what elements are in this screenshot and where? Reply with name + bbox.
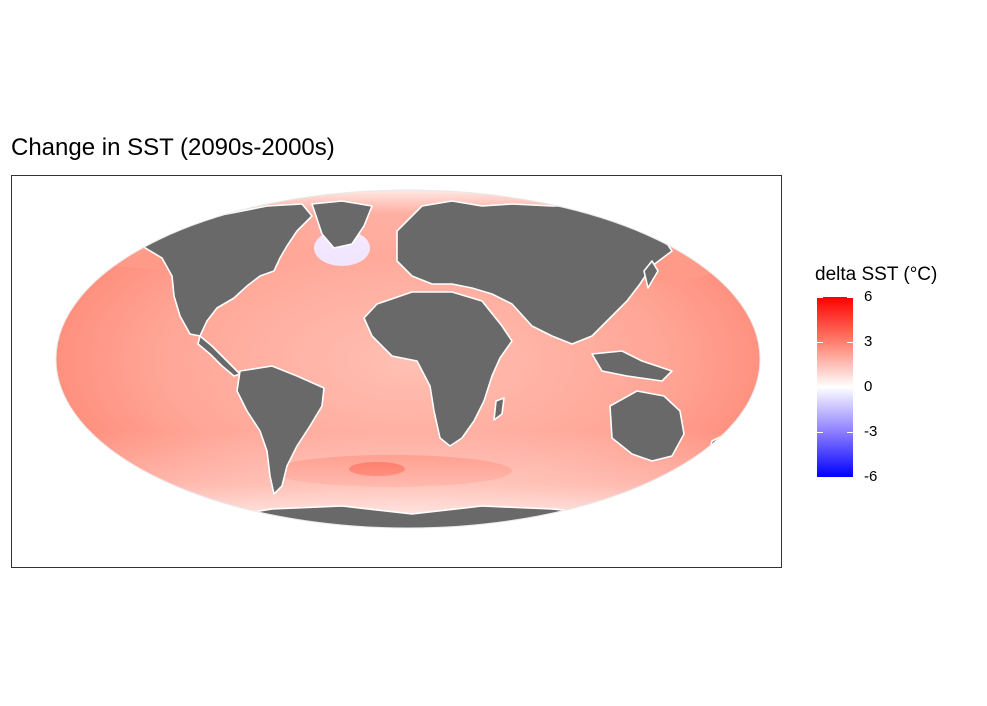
map-panel: [11, 175, 782, 568]
australia-landmass: [609, 390, 685, 462]
legend-tick-left: [817, 387, 823, 388]
legend: delta SST (°C) 6 3 0 -3 -6: [815, 263, 975, 493]
map-outline: [55, 189, 761, 529]
legend-tick-label: 0: [864, 378, 873, 395]
legend-tick-label: 3: [864, 333, 873, 350]
legend-tick-label: -3: [864, 423, 878, 440]
antarctica-landmass: [191, 505, 663, 528]
legend-title: delta SST (°C): [815, 264, 938, 285]
madagascar-landmass: [493, 397, 505, 421]
legend-tick-right: [847, 477, 853, 478]
legend-tick-left: [817, 297, 823, 298]
eurasia-landmass: [396, 200, 673, 345]
legend-tick-right: [847, 387, 853, 388]
japan-landmass: [643, 260, 659, 289]
legend-tick-label: 6: [864, 288, 873, 305]
legend-tick-label: -6: [864, 468, 878, 485]
legend-tick-left: [817, 432, 823, 433]
southeast-asia-islands: [591, 350, 673, 382]
legend-tick-left: [817, 477, 823, 478]
africa-landmass: [363, 291, 513, 447]
legend-tick-right: [847, 432, 853, 433]
plot-title: Change in SST (2090s-2000s): [11, 134, 335, 161]
legend-tick-right: [847, 342, 853, 343]
central-america-landmass: [197, 335, 241, 377]
greenland-landmass: [311, 200, 373, 249]
world-map: [55, 189, 761, 529]
south-america-landmass: [236, 365, 325, 495]
legend-tick-left: [817, 342, 823, 343]
north-america-landmass: [136, 203, 313, 337]
legend-tick-right: [847, 297, 853, 298]
